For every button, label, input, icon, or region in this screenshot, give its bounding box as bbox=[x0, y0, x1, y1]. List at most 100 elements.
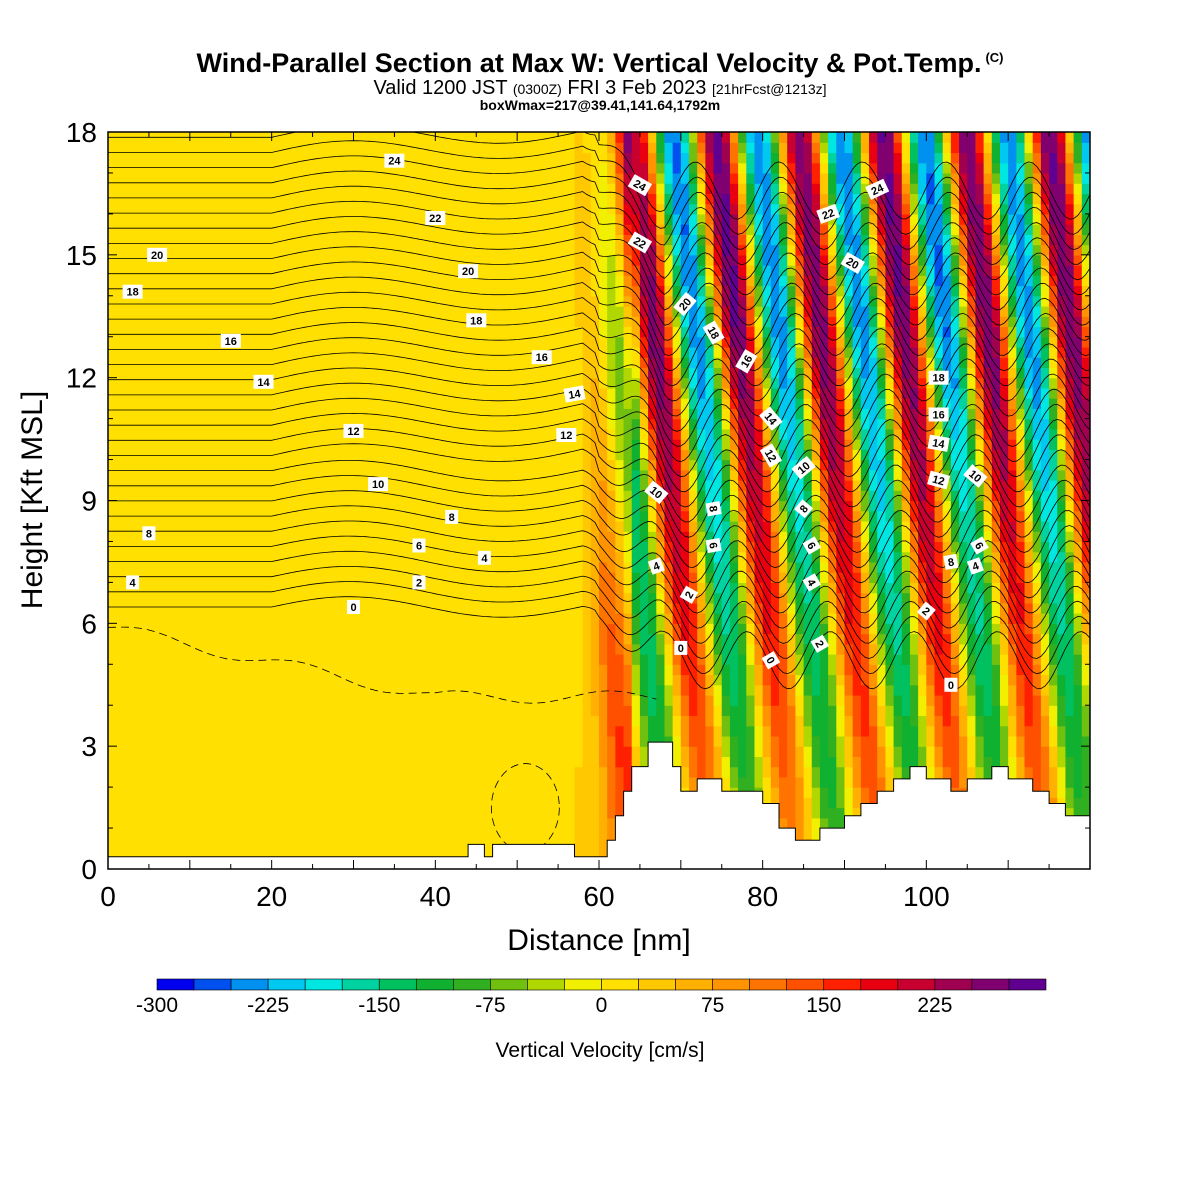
heat-cell bbox=[361, 684, 371, 696]
heat-cell bbox=[517, 357, 526, 369]
heat-cell bbox=[549, 787, 559, 798]
heat-cell bbox=[337, 848, 346, 860]
heat-cell bbox=[140, 326, 150, 338]
heat-cell bbox=[222, 172, 232, 184]
heat-cell bbox=[631, 336, 641, 348]
heat-cell bbox=[288, 234, 297, 246]
heat-cell bbox=[476, 664, 486, 676]
heat-cell bbox=[648, 357, 657, 369]
heat-cell bbox=[173, 797, 183, 809]
heat-cell bbox=[148, 285, 158, 297]
heat-cell bbox=[214, 500, 224, 512]
heat-cell bbox=[394, 449, 404, 461]
heat-cell bbox=[271, 254, 281, 266]
heat-cell bbox=[533, 224, 543, 235]
heat-cell bbox=[558, 838, 567, 850]
heat-cell bbox=[345, 787, 355, 798]
heat-cell bbox=[549, 316, 559, 328]
heat-cell bbox=[435, 643, 445, 655]
heat-cell bbox=[206, 295, 215, 307]
heat-cell bbox=[582, 162, 592, 174]
heat-cell bbox=[517, 654, 526, 665]
heat-cell bbox=[468, 295, 477, 307]
heat-cell bbox=[353, 807, 363, 819]
heat-cell bbox=[607, 439, 616, 450]
heat-cell bbox=[230, 592, 240, 604]
heat-cell bbox=[157, 582, 166, 594]
heat-cell bbox=[378, 725, 387, 737]
heat-cell bbox=[369, 776, 379, 788]
heat-cell bbox=[189, 572, 199, 583]
heat-cell bbox=[353, 162, 363, 174]
heat-cell bbox=[402, 838, 412, 850]
heat-cell bbox=[582, 531, 592, 543]
heat-cell bbox=[279, 336, 289, 348]
heat-cell bbox=[189, 766, 199, 778]
heat-cell bbox=[418, 377, 428, 389]
heat-cell bbox=[271, 203, 281, 215]
heat-cell bbox=[181, 643, 191, 655]
heat-cell bbox=[574, 480, 584, 491]
heat-cell bbox=[623, 346, 633, 358]
heat-cell bbox=[394, 613, 404, 624]
heat-cell bbox=[476, 746, 486, 758]
heat-cell bbox=[189, 306, 199, 317]
heat-cell bbox=[238, 224, 248, 235]
heat-cell bbox=[124, 357, 134, 369]
heat-cell bbox=[222, 490, 232, 502]
heat-cell bbox=[607, 694, 616, 706]
heat-cell bbox=[508, 326, 518, 338]
heat-cell bbox=[148, 490, 158, 502]
heat-cell bbox=[214, 387, 224, 399]
heat-cell bbox=[566, 797, 576, 809]
velocity-heatmap bbox=[108, 132, 1090, 869]
heat-cell bbox=[549, 490, 559, 502]
heat-cell bbox=[353, 193, 363, 205]
heat-cell bbox=[435, 357, 445, 369]
heat-cell bbox=[361, 674, 371, 686]
heat-cell bbox=[607, 551, 616, 563]
heat-cell bbox=[623, 510, 633, 522]
heat-cell bbox=[222, 623, 232, 635]
heat-cell bbox=[312, 694, 322, 706]
heat-cell bbox=[468, 408, 477, 420]
heat-cell bbox=[639, 398, 649, 409]
heat-cell bbox=[247, 387, 256, 399]
heat-cell bbox=[533, 398, 543, 409]
heat-cell bbox=[230, 654, 240, 665]
heat-cell bbox=[271, 428, 281, 440]
heat-cell bbox=[255, 613, 265, 624]
heat-cell bbox=[631, 357, 641, 369]
heat-cell bbox=[599, 224, 608, 235]
heat-cell bbox=[288, 224, 297, 235]
heat-cell bbox=[541, 684, 551, 696]
heat-cell bbox=[386, 602, 396, 614]
heat-cell bbox=[410, 306, 420, 317]
heat-cell bbox=[353, 746, 363, 758]
heat-cell bbox=[533, 674, 543, 686]
heat-cell bbox=[443, 162, 453, 174]
heat-cell bbox=[599, 694, 608, 706]
heat-cell bbox=[230, 613, 240, 624]
heat-cell bbox=[361, 766, 371, 778]
heat-cell bbox=[574, 817, 584, 829]
heat-cell bbox=[247, 735, 256, 747]
heat-cell bbox=[582, 725, 592, 737]
heat-cell bbox=[517, 592, 526, 604]
heat-cell bbox=[533, 500, 543, 512]
heat-cell bbox=[533, 766, 543, 778]
heat-cell bbox=[607, 418, 616, 430]
heat-cell bbox=[288, 838, 297, 850]
heat-cell bbox=[345, 715, 355, 727]
heat-cell bbox=[590, 582, 600, 594]
heat-cell bbox=[656, 480, 666, 491]
heat-cell bbox=[108, 551, 117, 563]
heat-cell bbox=[418, 715, 428, 727]
heat-cell bbox=[279, 490, 289, 502]
heat-cell bbox=[238, 449, 248, 461]
heat-cell bbox=[165, 357, 175, 369]
heat-cell bbox=[345, 387, 355, 399]
heat-cell bbox=[468, 377, 477, 389]
heat-cell bbox=[500, 838, 510, 850]
heat-cell bbox=[582, 459, 592, 471]
